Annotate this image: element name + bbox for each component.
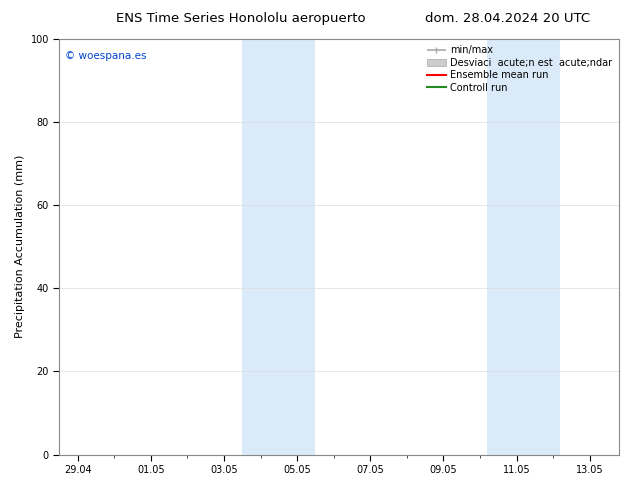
Bar	[488, 39, 560, 455]
Text: ENS Time Series Honololu aeropuerto: ENS Time Series Honololu aeropuerto	[116, 12, 366, 25]
Text: © woespana.es: © woespana.es	[65, 51, 146, 61]
Legend: min/max, Desviaci  acute;n est  acute;ndar, Ensemble mean run, Controll run: min/max, Desviaci acute;n est acute;ndar…	[425, 44, 614, 95]
Text: dom. 28.04.2024 20 UTC: dom. 28.04.2024 20 UTC	[425, 12, 590, 25]
Y-axis label: Precipitation Accumulation (mm): Precipitation Accumulation (mm)	[15, 155, 25, 338]
Bar	[242, 39, 315, 455]
